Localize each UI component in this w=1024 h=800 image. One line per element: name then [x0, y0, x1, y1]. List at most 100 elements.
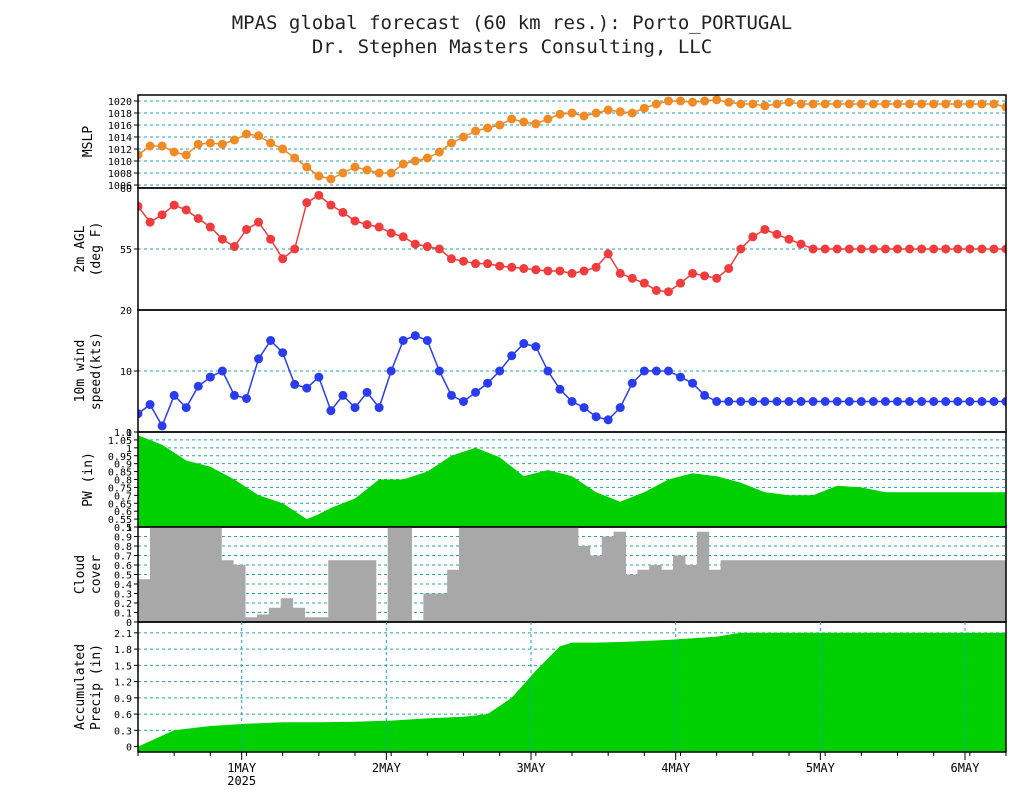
data-point: [929, 99, 939, 109]
y-tick-label: 0.9: [114, 694, 132, 705]
cloud-bar: [827, 560, 841, 622]
data-point: [760, 397, 770, 406]
data-point: [844, 99, 854, 109]
cloud-bar: [138, 579, 151, 622]
cloud-bar: [720, 560, 734, 622]
data-point: [820, 99, 830, 109]
data-point: [242, 224, 251, 234]
data-point: [615, 268, 625, 278]
y-axis-label: speed(kts): [89, 332, 104, 410]
panel-temp: 55 60 2m AGL (deg F): [73, 184, 1007, 311]
y-tick-label: 0.3: [114, 590, 132, 601]
cloud-bar: [922, 560, 936, 622]
data-point: [676, 96, 685, 106]
data-point: [507, 351, 517, 361]
data-point: [615, 107, 625, 117]
data-point: [929, 244, 939, 254]
data-point: [446, 254, 456, 264]
data-point: [784, 234, 794, 244]
data-point: [422, 242, 432, 252]
data-point: [471, 259, 481, 269]
data-point: [880, 244, 890, 254]
data-point: [989, 397, 999, 406]
series-line: [138, 334, 1006, 428]
data-point: [977, 397, 987, 406]
data-point: [941, 99, 951, 109]
y-tick-label: 1: [126, 444, 132, 455]
y-tick-label: 0.4: [114, 580, 132, 591]
cloud-bar: [673, 555, 686, 622]
cloud-bar: [791, 560, 805, 622]
data-point: [495, 261, 505, 271]
data-point: [290, 379, 300, 389]
data-point: [471, 387, 481, 397]
data-point: [603, 105, 613, 115]
data-point: [495, 366, 505, 376]
data-point: [965, 99, 975, 109]
data-point: [591, 412, 601, 422]
cloud-bar: [839, 560, 852, 622]
data-point: [1001, 244, 1006, 254]
data-point: [519, 339, 529, 349]
data-point: [507, 262, 517, 272]
data-point: [567, 268, 577, 278]
data-point: [483, 123, 493, 133]
data-point: [856, 244, 866, 254]
x-tick-label: 4MAY: [661, 761, 691, 775]
data-group: [138, 95, 1006, 184]
data-point: [603, 249, 613, 259]
data-point: [531, 265, 541, 275]
y-tick-label: 1020: [108, 97, 132, 108]
x-tick-label: 5MAY: [806, 761, 836, 775]
data-point: [676, 278, 685, 288]
data-point: [314, 372, 324, 382]
cloud-bar: [363, 560, 377, 622]
data-point: [748, 232, 758, 242]
data-point: [229, 390, 239, 400]
data-point: [953, 244, 963, 254]
data-point: [989, 244, 999, 254]
data-point: [856, 397, 866, 406]
cloud-bar: [423, 593, 436, 622]
y-tick-label: 1018: [108, 109, 132, 120]
data-point: [434, 244, 444, 254]
data-point: [736, 99, 746, 109]
data-point: [531, 119, 541, 129]
data-point: [459, 397, 468, 406]
data-point: [748, 397, 758, 406]
data-point: [784, 97, 794, 107]
y-tick-label: 0.5: [114, 571, 132, 582]
cloud-bar: [387, 527, 401, 622]
data-point: [302, 162, 312, 172]
data-point: [760, 224, 770, 234]
y-tick-label: 0.65: [108, 499, 132, 510]
cloud-bar: [970, 560, 983, 622]
data-point: [1001, 397, 1006, 406]
data-point: [169, 200, 179, 210]
data-point: [953, 99, 963, 109]
data-point: [145, 141, 155, 151]
data-point: [832, 397, 842, 406]
y-tick-label: 0.3: [114, 726, 132, 737]
chart-subtitle: Dr. Stephen Masters Consulting, LLC: [311, 36, 713, 58]
data-point: [808, 397, 818, 406]
cloud-bar: [744, 560, 757, 622]
data-point: [519, 117, 529, 127]
data-point: [531, 342, 541, 352]
data-point: [338, 207, 348, 217]
data-point: [254, 131, 264, 141]
y-tick-label: 0.85: [108, 468, 132, 479]
data-point: [844, 397, 854, 406]
data-point: [446, 138, 456, 148]
y-axis-label: cover: [89, 555, 104, 594]
chart-title: MPAS global forecast (60 km res.): Porto…: [231, 12, 793, 34]
cloud-bar: [197, 527, 210, 622]
data-point: [784, 397, 794, 406]
data-group: [138, 331, 1006, 431]
data-point: [772, 397, 782, 406]
data-point: [519, 264, 529, 274]
data-point: [278, 254, 288, 264]
data-point: [663, 366, 673, 376]
